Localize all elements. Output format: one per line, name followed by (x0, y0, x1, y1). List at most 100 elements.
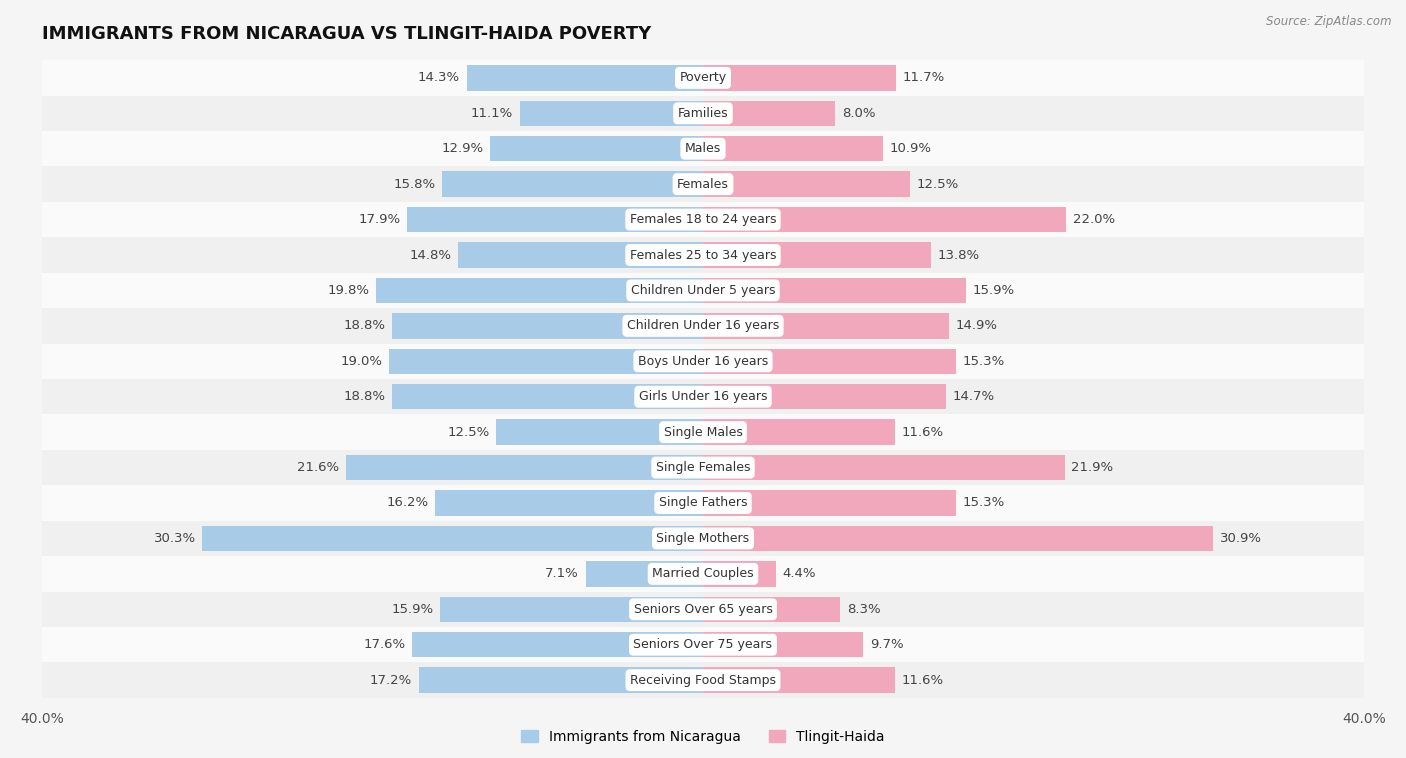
Text: 17.6%: 17.6% (364, 638, 405, 651)
Text: 12.5%: 12.5% (917, 177, 959, 191)
Text: Seniors Over 65 years: Seniors Over 65 years (634, 603, 772, 615)
Bar (202, 526, 703, 551)
Text: 9.7%: 9.7% (870, 638, 904, 651)
Bar (42, 309, 1364, 343)
Text: Single Males: Single Males (664, 426, 742, 439)
Text: 15.8%: 15.8% (394, 177, 436, 191)
Text: 14.3%: 14.3% (418, 71, 460, 84)
Bar (42, 237, 1364, 273)
Bar (42, 96, 1364, 131)
Text: 19.8%: 19.8% (328, 284, 370, 297)
Bar (496, 419, 703, 445)
Bar (42, 556, 1364, 591)
Bar (42, 485, 1364, 521)
Bar (42, 415, 1364, 449)
Bar (703, 419, 894, 445)
Text: Seniors Over 75 years: Seniors Over 75 years (634, 638, 772, 651)
Text: 11.6%: 11.6% (901, 426, 943, 439)
Text: Males: Males (685, 143, 721, 155)
Bar (441, 171, 703, 197)
Bar (703, 384, 946, 409)
Bar (703, 561, 776, 587)
Bar (436, 490, 703, 515)
Text: 17.9%: 17.9% (359, 213, 401, 226)
Text: Children Under 16 years: Children Under 16 years (627, 319, 779, 332)
Bar (489, 136, 703, 161)
Text: Married Couples: Married Couples (652, 567, 754, 581)
Text: 30.3%: 30.3% (153, 532, 195, 545)
Text: 15.3%: 15.3% (962, 355, 1005, 368)
Text: 15.9%: 15.9% (973, 284, 1014, 297)
Bar (42, 591, 1364, 627)
Text: 16.2%: 16.2% (387, 496, 429, 509)
Text: 10.9%: 10.9% (890, 143, 932, 155)
Text: Boys Under 16 years: Boys Under 16 years (638, 355, 768, 368)
Text: 21.6%: 21.6% (298, 461, 339, 474)
Bar (703, 277, 966, 303)
Text: Females: Females (678, 177, 728, 191)
Text: 7.1%: 7.1% (546, 567, 579, 581)
Bar (703, 313, 949, 339)
Bar (703, 243, 931, 268)
Text: Girls Under 16 years: Girls Under 16 years (638, 390, 768, 403)
Text: Females 18 to 24 years: Females 18 to 24 years (630, 213, 776, 226)
Text: Families: Families (678, 107, 728, 120)
Text: Females 25 to 34 years: Females 25 to 34 years (630, 249, 776, 262)
Bar (458, 243, 703, 268)
Text: 8.3%: 8.3% (846, 603, 880, 615)
Text: Source: ZipAtlas.com: Source: ZipAtlas.com (1267, 15, 1392, 28)
Text: 18.8%: 18.8% (344, 390, 385, 403)
Bar (375, 277, 703, 303)
Text: 19.0%: 19.0% (340, 355, 382, 368)
Bar (42, 662, 1364, 698)
Bar (42, 449, 1364, 485)
Text: 21.9%: 21.9% (1071, 461, 1114, 474)
Text: Single Females: Single Females (655, 461, 751, 474)
Bar (412, 632, 703, 657)
Text: 17.2%: 17.2% (370, 674, 412, 687)
Text: 30.9%: 30.9% (1220, 532, 1263, 545)
Text: Single Mothers: Single Mothers (657, 532, 749, 545)
Text: IMMIGRANTS FROM NICARAGUA VS TLINGIT-HAIDA POVERTY: IMMIGRANTS FROM NICARAGUA VS TLINGIT-HAI… (42, 25, 651, 43)
Bar (42, 131, 1364, 167)
Bar (703, 171, 910, 197)
Text: 11.7%: 11.7% (903, 71, 945, 84)
Bar (703, 349, 956, 374)
Bar (703, 455, 1064, 481)
Bar (42, 521, 1364, 556)
Bar (42, 273, 1364, 309)
Bar (703, 632, 863, 657)
Bar (703, 207, 1066, 232)
Text: 12.9%: 12.9% (441, 143, 484, 155)
Text: 11.6%: 11.6% (901, 674, 943, 687)
Text: 14.8%: 14.8% (411, 249, 451, 262)
Bar (520, 101, 703, 126)
Text: Single Fathers: Single Fathers (659, 496, 747, 509)
Text: 13.8%: 13.8% (938, 249, 980, 262)
Bar (389, 349, 703, 374)
Bar (703, 526, 1213, 551)
Bar (703, 65, 896, 91)
Bar (346, 455, 703, 481)
Text: 18.8%: 18.8% (344, 319, 385, 332)
Text: 12.5%: 12.5% (447, 426, 489, 439)
Bar (42, 60, 1364, 96)
Text: 14.9%: 14.9% (956, 319, 998, 332)
Bar (586, 561, 703, 587)
Bar (42, 167, 1364, 202)
Text: Children Under 5 years: Children Under 5 years (631, 284, 775, 297)
Text: 4.4%: 4.4% (782, 567, 815, 581)
Bar (703, 597, 841, 622)
Bar (42, 379, 1364, 415)
Bar (392, 384, 703, 409)
Text: 11.1%: 11.1% (471, 107, 513, 120)
Bar (703, 490, 956, 515)
Bar (42, 343, 1364, 379)
Text: Poverty: Poverty (679, 71, 727, 84)
Text: 14.7%: 14.7% (952, 390, 994, 403)
Text: Receiving Food Stamps: Receiving Food Stamps (630, 674, 776, 687)
Bar (42, 627, 1364, 662)
Bar (467, 65, 703, 91)
Bar (42, 202, 1364, 237)
Bar (408, 207, 703, 232)
